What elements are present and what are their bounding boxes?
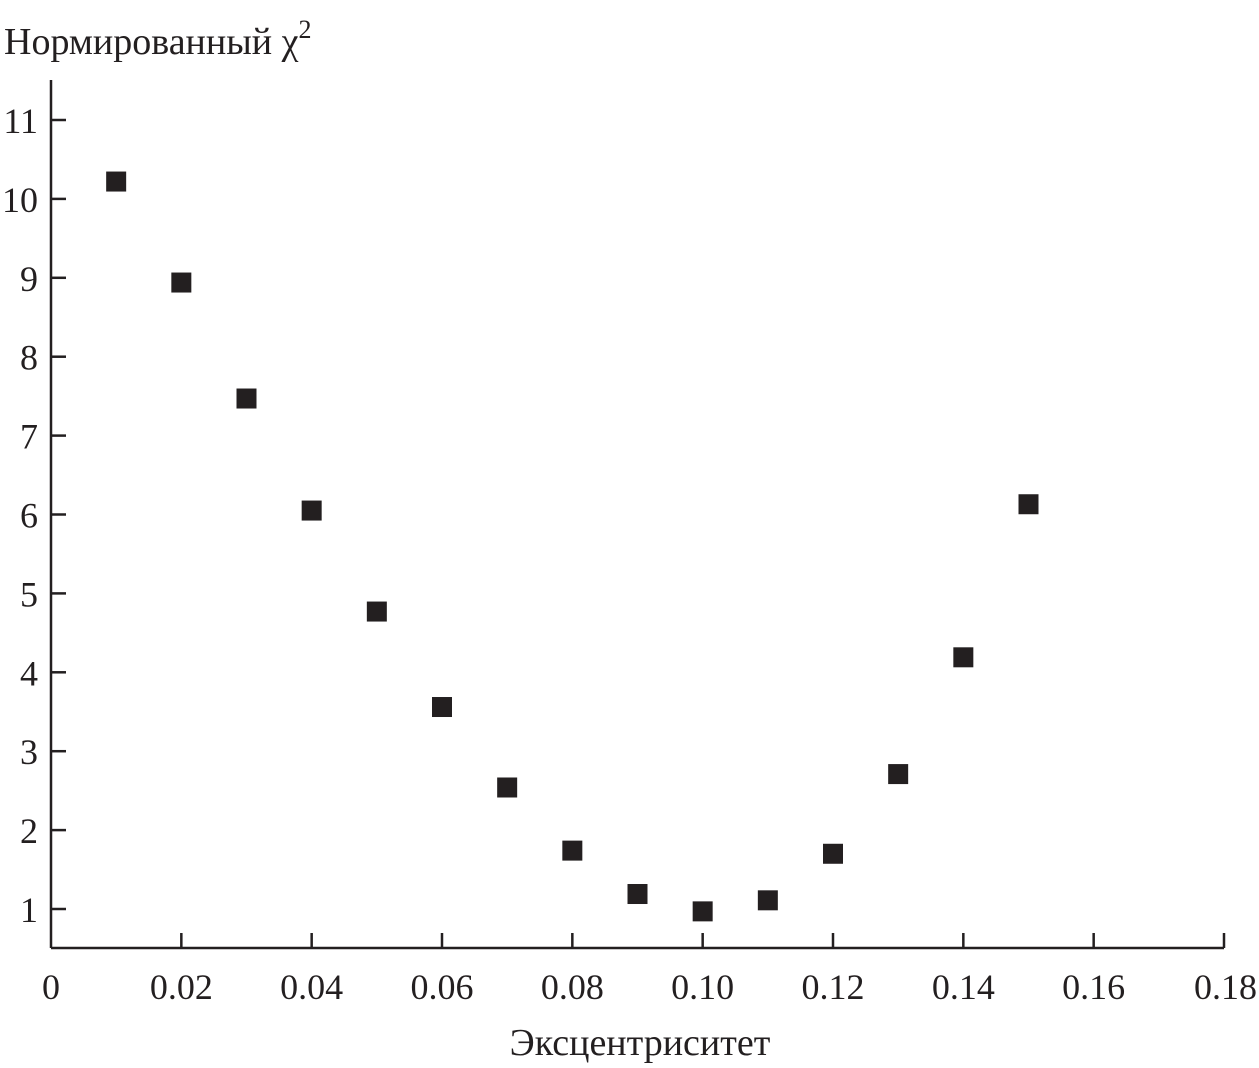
data-point: [692, 901, 713, 922]
y-tick-label: 1: [20, 890, 38, 930]
data-point: [171, 272, 192, 293]
data-points: [106, 171, 1039, 922]
data-point: [823, 843, 843, 864]
svg-text:Нормированный χ2: Нормированный χ2: [4, 15, 311, 63]
axes: [49, 80, 1224, 950]
y-tick-label: 2: [20, 811, 38, 851]
y-tick-label: 4: [20, 653, 38, 693]
y-tick-label: 5: [20, 574, 38, 614]
y-tick-label: 8: [20, 338, 38, 378]
y-tick-label: 3: [20, 732, 38, 772]
x-tick-label: 0.16: [1062, 967, 1125, 1007]
data-point: [757, 890, 778, 911]
data-point: [106, 171, 127, 192]
data-point: [497, 777, 518, 798]
data-point: [562, 840, 583, 861]
y-tick-label: 6: [20, 496, 38, 536]
data-point: [953, 647, 974, 668]
x-axis-title: Эксцентриситет: [510, 1022, 771, 1064]
y-tick-label: 10: [2, 180, 38, 220]
y-tick-label: 9: [20, 259, 38, 299]
x-tick-label: 0.08: [541, 967, 604, 1007]
y-axis-title: Нормированный χ2: [4, 15, 311, 63]
x-tick-label: 0.14: [932, 967, 995, 1007]
data-point: [236, 388, 257, 409]
y-axis-title-superscript: 2: [298, 15, 311, 44]
y-tick-label: 11: [3, 101, 38, 141]
data-point: [1018, 494, 1039, 515]
x-tick-label: 0.02: [150, 967, 213, 1007]
x-tick-label: 0.10: [671, 967, 734, 1007]
y-axis-title-text: Нормированный: [4, 21, 282, 63]
x-tick-label: 0.04: [280, 967, 343, 1007]
x-tick-label: 0.06: [411, 967, 474, 1007]
x-tick-label: 0: [42, 967, 60, 1007]
y-tick-label: 7: [20, 417, 38, 457]
data-point: [888, 764, 909, 785]
x-tick-label: 0.18: [1194, 967, 1257, 1007]
x-ticks: 0 0.02 0.04 0.06 0.08 0.10 0.12 0.14 0.16 0.18: [42, 933, 1257, 1007]
y-axis-title-symbol: χ: [281, 21, 299, 63]
data-point: [627, 884, 648, 905]
data-point: [432, 697, 452, 718]
y-ticks: 1 2 3 4 5 6 7 8 9 10 11: [2, 101, 66, 930]
x-tick-label: 0.12: [802, 967, 865, 1007]
data-point: [366, 601, 387, 622]
data-point: [301, 500, 322, 521]
